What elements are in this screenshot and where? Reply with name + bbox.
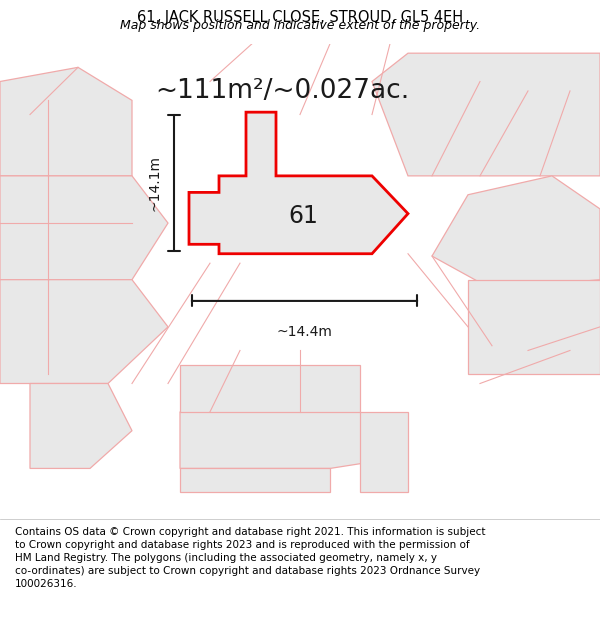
Polygon shape [180, 412, 390, 469]
Polygon shape [189, 112, 408, 254]
Text: ~111m²/~0.027ac.: ~111m²/~0.027ac. [155, 78, 409, 104]
Text: ~14.1m: ~14.1m [148, 155, 162, 211]
Text: ~14.4m: ~14.4m [277, 324, 332, 339]
Text: 61, JACK RUSSELL CLOSE, STROUD, GL5 4EH: 61, JACK RUSSELL CLOSE, STROUD, GL5 4EH [137, 9, 463, 24]
Polygon shape [0, 280, 168, 384]
Polygon shape [372, 53, 600, 176]
Polygon shape [468, 280, 600, 374]
Polygon shape [180, 364, 360, 412]
Polygon shape [432, 176, 600, 289]
Polygon shape [0, 68, 132, 176]
Polygon shape [30, 384, 132, 469]
Text: Map shows position and indicative extent of the property.: Map shows position and indicative extent… [120, 19, 480, 31]
Polygon shape [180, 469, 330, 492]
Polygon shape [360, 412, 408, 492]
Text: 61: 61 [288, 204, 318, 228]
Polygon shape [0, 176, 168, 280]
Text: Contains OS data © Crown copyright and database right 2021. This information is : Contains OS data © Crown copyright and d… [15, 526, 485, 589]
